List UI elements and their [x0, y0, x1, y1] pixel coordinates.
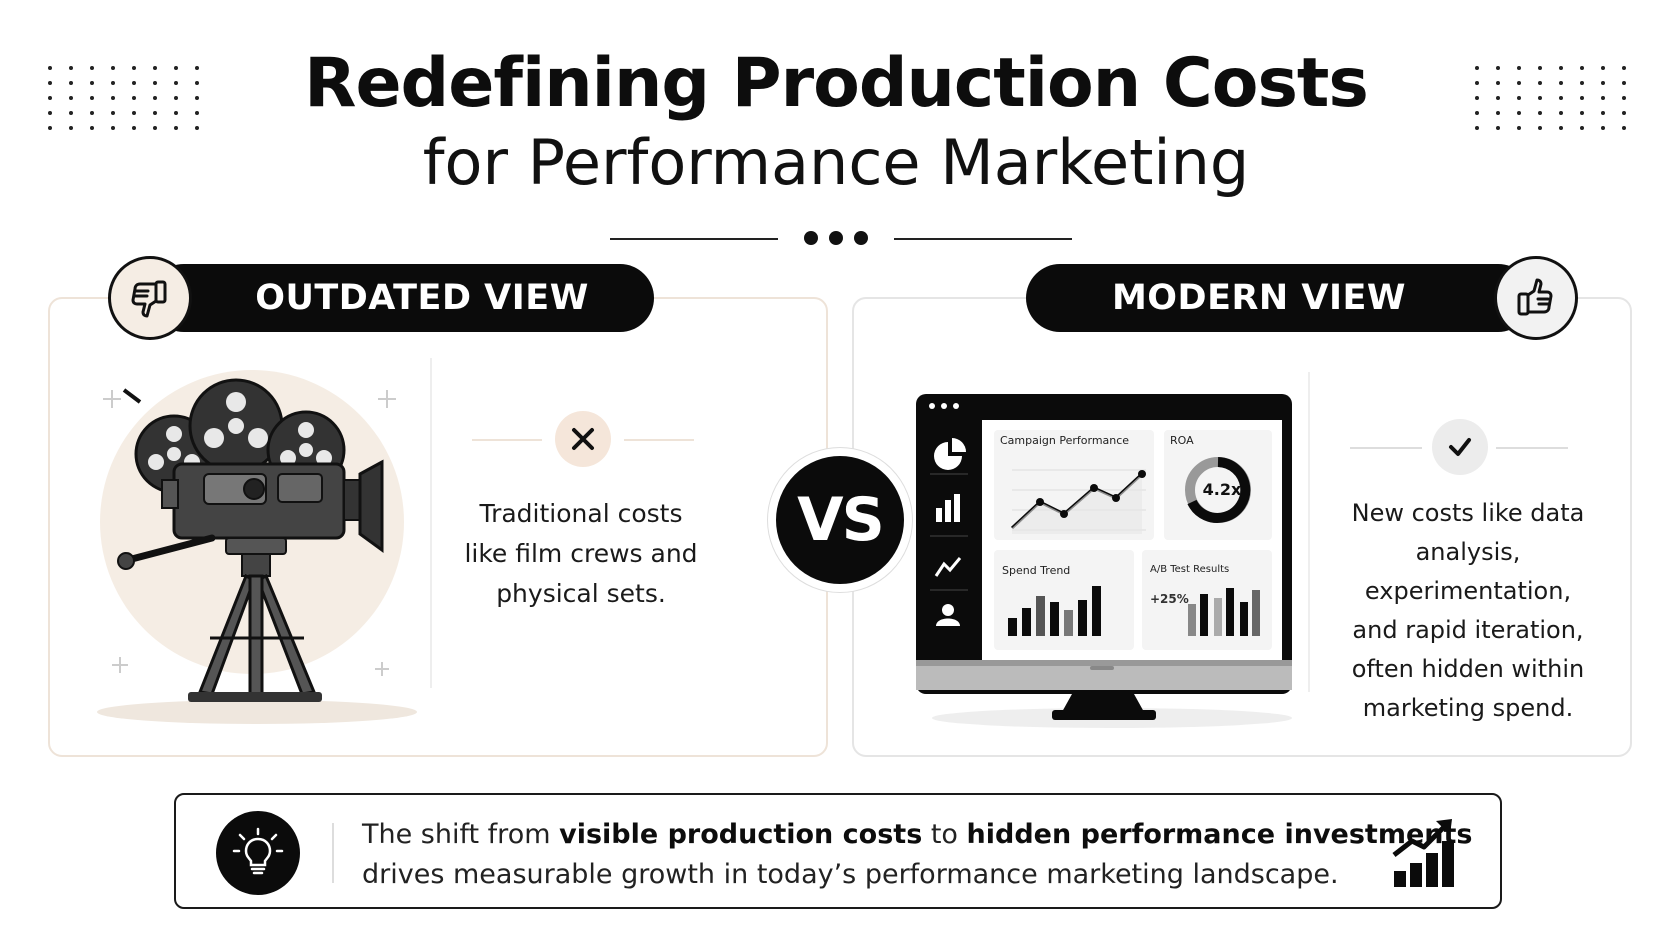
growth-chart-icon: [1392, 819, 1454, 887]
page-title: Redefining Production Costs: [304, 44, 1369, 123]
roa-value: 4.2x: [1202, 480, 1242, 499]
ab-test-title: A/B Test Results: [1150, 564, 1230, 575]
summary-text: The shift from visible production costs …: [362, 819, 1473, 890]
campaign-performance-title: Campaign Performance: [1000, 434, 1130, 447]
versus-badge: VS: [768, 448, 912, 592]
modern-view-description: New costs like data analysis, experiment…: [1351, 499, 1585, 722]
page-subtitle: for Performance Marketing: [422, 126, 1250, 199]
dashboard-monitor-icon: [916, 394, 1292, 728]
thumbs-down-icon: [108, 256, 192, 340]
summary-box: The shift from visible production costs …: [174, 793, 1502, 909]
right-panel-divider: [1308, 372, 1310, 692]
divider-dot: [829, 231, 843, 245]
modern-view-label: MODERN VIEW: [1026, 264, 1532, 332]
roa-title: ROA: [1170, 434, 1194, 447]
left-panel-divider: [430, 358, 432, 688]
mark-line: [624, 439, 694, 441]
header-divider-right: [894, 238, 1072, 240]
decorative-dots-left: [48, 66, 205, 130]
ab-test-value: +25%: [1150, 592, 1189, 606]
header-divider-left: [610, 238, 778, 240]
spend-trend-title: Spend Trend: [1002, 564, 1071, 577]
check-icon: [1432, 419, 1488, 475]
mark-line: [1496, 447, 1568, 449]
close-icon: [555, 411, 611, 467]
outdated-view-description: Traditional costs like film crews and ph…: [464, 499, 698, 608]
lightbulb-icon: [216, 811, 300, 895]
mark-line: [472, 439, 542, 441]
outdated-view-label: OUTDATED VIEW: [150, 264, 654, 332]
divider-dot: [854, 231, 868, 245]
mark-line: [1350, 447, 1422, 449]
film-camera-icon: [97, 370, 417, 724]
thumbs-up-icon: [1494, 256, 1578, 340]
decorative-dots-right: [1475, 66, 1632, 130]
divider-dot: [804, 231, 818, 245]
footer-divider: [332, 823, 334, 883]
